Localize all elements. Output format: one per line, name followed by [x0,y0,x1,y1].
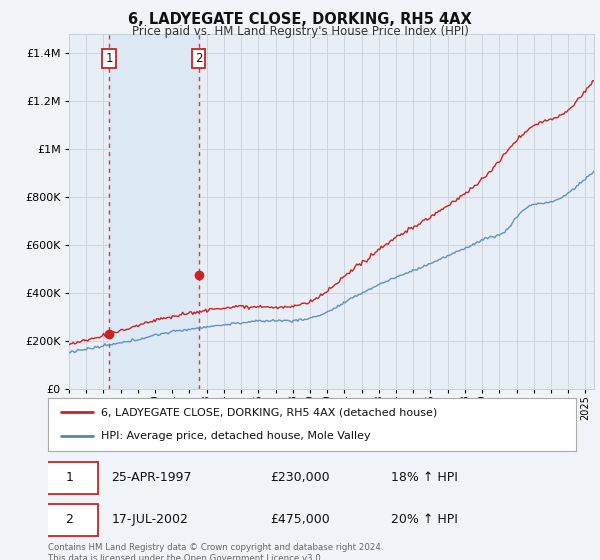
FancyBboxPatch shape [40,504,98,536]
Text: £230,000: £230,000 [270,471,329,484]
Text: 1: 1 [65,471,73,484]
Text: Contains HM Land Registry data © Crown copyright and database right 2024.
This d: Contains HM Land Registry data © Crown c… [48,543,383,560]
Text: 17-JUL-2002: 17-JUL-2002 [112,513,188,526]
Text: 18% ↑ HPI: 18% ↑ HPI [391,471,458,484]
Text: 6, LADYEGATE CLOSE, DORKING, RH5 4AX (detached house): 6, LADYEGATE CLOSE, DORKING, RH5 4AX (de… [101,408,437,418]
Text: 2: 2 [195,52,203,65]
Bar [109,34,199,389]
Text: £475,000: £475,000 [270,513,329,526]
FancyBboxPatch shape [40,463,98,494]
Text: 20% ↑ HPI: 20% ↑ HPI [391,513,458,526]
Text: 6, LADYEGATE CLOSE, DORKING, RH5 4AX: 6, LADYEGATE CLOSE, DORKING, RH5 4AX [128,12,472,27]
Text: 1: 1 [105,52,113,65]
Text: 25-APR-1997: 25-APR-1997 [112,471,192,484]
Text: Price paid vs. HM Land Registry's House Price Index (HPI): Price paid vs. HM Land Registry's House … [131,25,469,38]
Text: 2: 2 [65,513,73,526]
Text: HPI: Average price, detached house, Mole Valley: HPI: Average price, detached house, Mole… [101,431,370,441]
